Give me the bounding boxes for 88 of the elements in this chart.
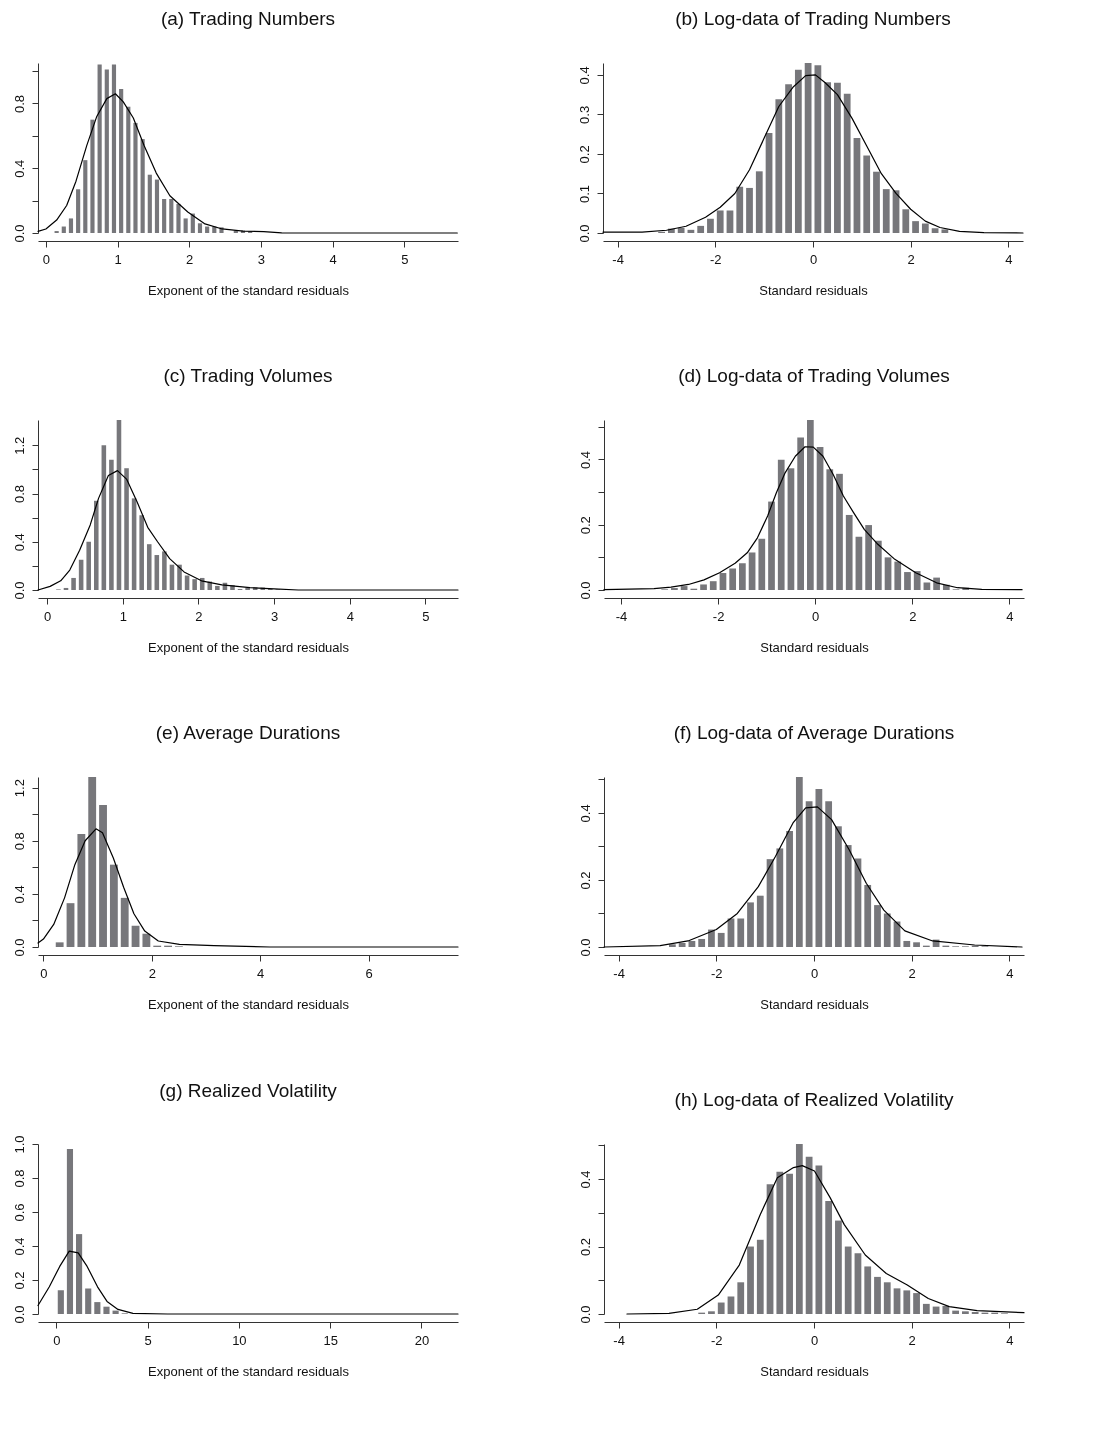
y-tick-label: 0.4 — [11, 885, 27, 904]
chart-title: (a) Trading Numbers — [160, 8, 336, 29]
x-tick-label: 15 — [323, 1332, 338, 1348]
y-tick-label: 0.0 — [11, 224, 27, 243]
y-tick-label: 0.4 — [11, 159, 27, 178]
x-tick-label: 3 — [270, 608, 279, 624]
y-tick-label: 0.2 — [577, 516, 593, 535]
x-tick-label: 0 — [812, 608, 820, 624]
y-tick-label: 0.1 — [576, 184, 592, 203]
y-tick-label: 0.2 — [577, 1238, 593, 1257]
y-tick-label: 0.8 — [11, 832, 27, 851]
x-tick-label: 4 — [1006, 1332, 1014, 1348]
y-tick-label: 0.3 — [576, 105, 592, 124]
y-tick-label: 0.2 — [576, 145, 592, 164]
x-tick-label: 4 — [1006, 608, 1014, 624]
y-tick-label: 0.0 — [577, 1305, 593, 1324]
x-axis-title: Standard residuals — [760, 996, 870, 1012]
chart-title: (g) Realized Volatility — [159, 1079, 338, 1101]
y-tick-label: 0.8 — [11, 1169, 27, 1188]
y-tick-label: 0.4 — [577, 450, 593, 470]
x-tick-label: 2 — [195, 608, 203, 624]
x-tick-label: 4 — [1005, 251, 1013, 267]
x-tick-label: 1 — [119, 608, 127, 624]
x-tick-label: -2 — [710, 251, 722, 267]
x-tick-label: 3 — [257, 251, 266, 267]
x-tick-label: 4 — [1006, 965, 1014, 981]
x-tick-label: 2 — [907, 251, 915, 267]
y-tick-label: 0.0 — [11, 581, 27, 600]
x-tick-label: 0 — [40, 965, 48, 981]
x-tick-label: 0 — [810, 1332, 819, 1348]
y-tick-label: 0.4 — [577, 1170, 593, 1189]
x-tick-label: 5 — [144, 1332, 152, 1348]
x-tick-label: 5 — [401, 251, 409, 267]
y-tick-label: 0.2 — [11, 1271, 27, 1290]
y-tick-label: 0.4 — [11, 533, 27, 552]
y-tick-label: 0.4 — [11, 1237, 27, 1256]
x-tick-label: 2 — [909, 608, 917, 624]
x-tick-label: 2 — [908, 965, 916, 981]
x-tick-label: 2 — [908, 1332, 916, 1348]
x-tick-label: -4 — [615, 608, 628, 624]
x-tick-label: -4 — [613, 965, 625, 981]
x-tick-label: 4 — [329, 251, 337, 267]
y-tick-label: 0.4 — [577, 804, 593, 823]
x-axis-title: Exponent of the standard residuals — [148, 282, 350, 298]
chart-title: (b) Log-data of Trading Numbers — [675, 8, 951, 29]
y-tick-label: 0.0 — [577, 581, 593, 600]
x-tick-label: 0 — [53, 1332, 61, 1348]
x-tick-label: -4 — [612, 251, 624, 267]
x-tick-label: 0 — [43, 608, 52, 624]
x-tick-label: -2 — [712, 608, 725, 624]
y-tick-label: 0.0 — [11, 938, 27, 957]
y-tick-label: 0.6 — [11, 1203, 27, 1222]
y-tick-label: 0.0 — [576, 224, 592, 243]
x-tick-label: 0 — [810, 965, 819, 981]
y-tick-label: 0.0 — [577, 938, 593, 957]
x-tick-label: 4 — [257, 965, 265, 981]
x-axis-title: Standard residuals — [760, 1363, 870, 1379]
y-tick-label: 0.8 — [11, 485, 27, 504]
x-axis-title: Exponent of the standard residuals — [148, 996, 350, 1012]
chart-title: (f) Log-data of Average Durations — [673, 722, 955, 743]
y-tick-label: 0.4 — [576, 66, 592, 85]
y-tick-label: 1.2 — [11, 779, 27, 798]
x-axis-title: Exponent of the standard residuals — [148, 1363, 350, 1379]
y-tick-label: 0.8 — [11, 94, 27, 114]
y-tick-label: 0.2 — [577, 871, 593, 890]
y-tick-label: 0.0 — [11, 1305, 27, 1324]
x-tick-label: 6 — [365, 965, 373, 981]
x-axis-title: Standard residuals — [760, 639, 870, 655]
x-tick-label: -2 — [711, 965, 723, 981]
chart-title: (d) Log-data of Trading Volumes — [678, 365, 950, 386]
x-axis-title: Exponent of the standard residuals — [148, 639, 350, 655]
x-tick-label: 4 — [346, 608, 354, 624]
chart-title: (h) Log-data of Realized Volatility — [674, 1089, 954, 1110]
x-tick-label: 2 — [186, 251, 194, 267]
x-tick-label: 5 — [422, 608, 430, 624]
x-tick-label: 1 — [114, 251, 122, 267]
x-tick-label: 2 — [148, 965, 156, 981]
y-tick-label: 1.0 — [11, 1135, 27, 1154]
x-tick-label: 0 — [809, 251, 818, 267]
chart-title: (e) Average Durations — [155, 722, 341, 743]
y-tick-label: 1.2 — [11, 436, 27, 455]
x-axis-title: Standard residuals — [759, 282, 869, 298]
x-tick-label: -2 — [711, 1332, 723, 1348]
x-tick-label: 20 — [414, 1332, 430, 1348]
x-tick-label: 0 — [42, 251, 50, 267]
x-tick-label: 10 — [232, 1332, 247, 1348]
chart-title: (c) Trading Volumes — [163, 365, 333, 386]
x-tick-label: -4 — [613, 1332, 625, 1348]
